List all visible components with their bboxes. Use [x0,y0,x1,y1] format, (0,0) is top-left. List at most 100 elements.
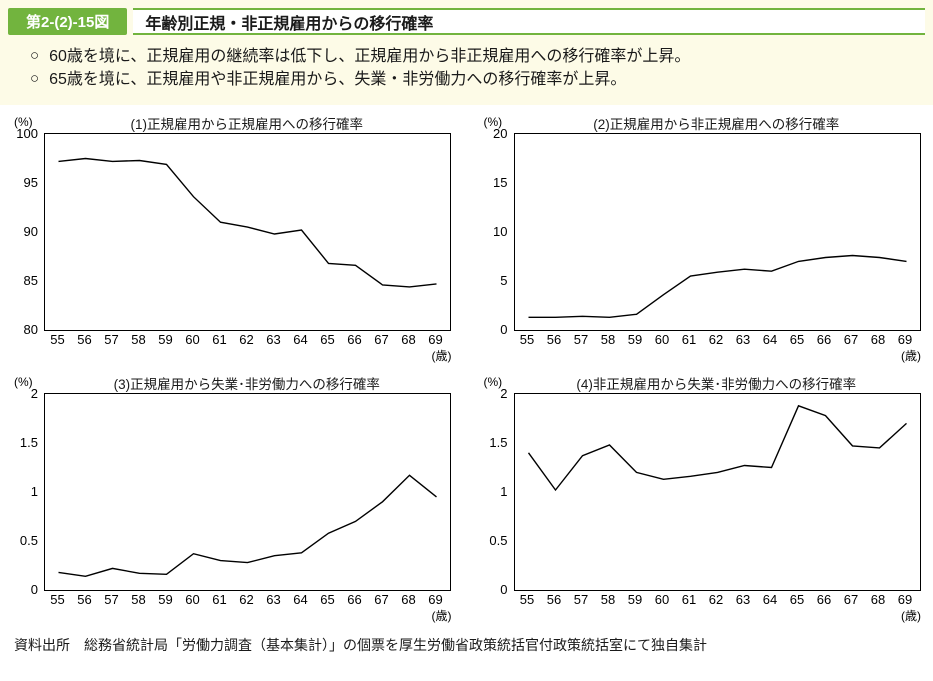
x-axis-unit-label: (歳) [901,609,921,624]
y-axis-unit-label: (%) [14,115,33,130]
summary-bullet-text: 65歳を境に、正規雇用や非正規雇用から、失業・非労働力への移行確率が上昇。 [49,71,627,89]
x-tick-label: 56 [77,592,92,608]
x-tick-label: 64 [293,332,308,348]
circle-bullet-icon: ○ [30,70,40,88]
y-axis-labels: 0 0.5 1 1.5 2 [10,386,44,597]
x-tick-label: 68 [401,592,416,608]
x-tick-label: 67 [374,332,389,348]
x-tick-label: 57 [573,592,589,608]
chart-regular-to-nonworking: (%) (3)正規雇用から失業･非労働力への移行確率 0 0.5 1 1.5 2 55 5… [10,373,454,624]
y-tick-label: 1 [500,484,508,500]
x-tick-label: 56 [546,592,562,608]
x-tick-label: 65 [789,332,805,348]
x-tick-label: 59 [158,592,173,608]
y-axis-labels: 0 0.5 1 1.5 2 [480,386,514,597]
x-tick-label: 55 [519,592,535,608]
x-tick-label: 67 [843,332,859,348]
summary-bullet-text: 60歳を境に、正規雇用の継続率は低下し、正規雇用から非正規雇用への移行確率が上昇… [49,48,691,65]
x-tick-label: 61 [681,332,697,348]
x-tick-label: 64 [762,332,778,348]
chart-head: (%) (4)非正規雇用から失業･非労働力への移行確率 [480,373,924,393]
x-tick-label: 63 [735,592,751,608]
y-tick-label: 1.5 [489,435,508,451]
x-tick-label: 63 [266,332,281,348]
x-tick-label: 68 [401,332,416,348]
x-tick-label: 63 [735,332,751,348]
x-tick-label: 62 [708,592,724,608]
x-tick-label: 55 [519,332,535,348]
x-tick-label: 61 [681,592,697,608]
x-tick-label: 55 [50,592,65,608]
chart-regular-to-nonregular: (%) (2)正規雇用から非正規雇用への移行確率 0 5 10 15 20 55 56 57… [480,113,924,363]
x-tick-label: 56 [546,332,562,348]
x-axis-labels: 55 56 57 58 59 60 61 62 63 64 65 66 67 68 69 [44,331,454,348]
data-series-line [528,255,907,319]
x-tick-label: 62 [239,332,254,348]
x-tick-label: 61 [212,332,227,348]
summary-bullets: ○ 60歳を境に、正規雇用の継続率は低下し、正規雇用から非正規雇用への移行確率が… [8,35,925,101]
chart-body: 0 0.5 1 1.5 2 55 56 57 58 59 60 61 62 63 64 65 66 67 68 69… [480,386,924,624]
x-tick-label: 64 [293,592,308,608]
chart-title: (2)正規雇用から非正規雇用への移行確率 [593,117,840,133]
x-tick-label: 62 [708,332,724,348]
y-axis-unit-label: (%) [14,375,33,390]
y-tick-label: 2 [30,386,38,402]
x-tick-label: 69 [897,332,913,348]
x-tick-label: 58 [131,592,146,608]
y-tick-label: 10 [493,224,508,240]
x-tick-label: 69 [897,592,913,608]
y-tick-label: 0.5 [489,533,508,549]
y-tick-label: 80 [23,322,38,338]
chart-head: (%) (2)正規雇用から非正規雇用への移行確率 [480,113,924,133]
y-tick-label: 1 [30,484,38,500]
y-tick-label: 90 [23,224,38,240]
x-tick-label: 59 [627,592,643,608]
data-series-line [58,474,437,578]
charts-grid: (%) (1)正規雇用から正規雇用への移行確率 80 85 90 95 100 55 56… [0,105,933,624]
x-tick-label: 66 [347,332,362,348]
x-tick-label: 61 [212,592,227,608]
x-tick-label: 63 [266,592,281,608]
x-tick-label: 69 [428,592,443,608]
figure-header-area: 第2-(2)-15図 年齢別正規・非正規雇用からの移行確率 ○ 60歳を境に、正… [0,0,933,106]
y-tick-label: 95 [23,175,38,191]
x-tick-label: 59 [627,332,643,348]
x-axis-unit-label: (歳) [431,609,452,624]
x-tick-label: 57 [573,332,589,348]
x-tick-label: 66 [816,332,832,348]
x-tick-label: 58 [600,592,616,608]
plot-area: 55 56 57 58 59 60 61 62 63 64 65 66 67 68 69 (歳) [44,393,454,624]
y-tick-label: 2 [500,386,508,402]
figure-header-row: 第2-(2)-15図 年齢別正規・非正規雇用からの移行確率 [8,8,925,35]
line-plot [513,133,921,332]
y-axis-unit-label: (%) [483,375,503,390]
y-tick-label: 100 [16,126,38,142]
x-tick-label: 57 [104,332,119,348]
source-note: 資料出所 総務省統計局「労働力調査（基本集計）」の個票を厚生労働省政策統括官付政… [14,637,707,654]
y-axis-unit-label: (%) [483,115,503,130]
figure-title: 年齢別正規・非正規雇用からの移行確率 [133,8,925,35]
line-plot [44,393,451,592]
data-series-line [58,158,437,288]
chart-title: (1)正規雇用から正規雇用への移行確率 [130,117,364,133]
chart-body: 80 85 90 95 100 55 56 57 58 59 60 61 62 63 64 65 66 67 68… [10,126,454,363]
chart-body: 0 5 10 15 20 55 56 57 58 59 60 61 62 63 64 65 66 67 68 69 … [480,126,924,363]
x-tick-label: 59 [158,332,173,348]
x-tick-label: 60 [654,592,670,608]
x-tick-label: 67 [843,592,859,608]
y-tick-label: 5 [500,273,508,289]
y-tick-label: 15 [493,175,508,191]
data-series-line [527,405,907,492]
y-axis-labels: 80 85 90 95 100 [10,126,44,337]
summary-bullet-2: ○ 65歳を境に、正規雇用や非正規雇用から、失業・非労働力への移行確率が上昇。 [24,68,909,91]
x-tick-label: 69 [428,332,443,348]
x-tick-label: 62 [239,592,254,608]
chart-head: (%) (3)正規雇用から失業･非労働力への移行確率 [10,373,454,393]
x-tick-label: 65 [789,592,805,608]
x-tick-label: 66 [816,592,832,608]
line-plot [44,133,451,332]
y-axis-labels: 0 5 10 15 20 [480,126,514,337]
x-axis-labels: 55 56 57 58 59 60 61 62 63 64 65 66 67 68 69 [514,331,924,348]
circle-bullet-icon: ○ [30,47,40,64]
